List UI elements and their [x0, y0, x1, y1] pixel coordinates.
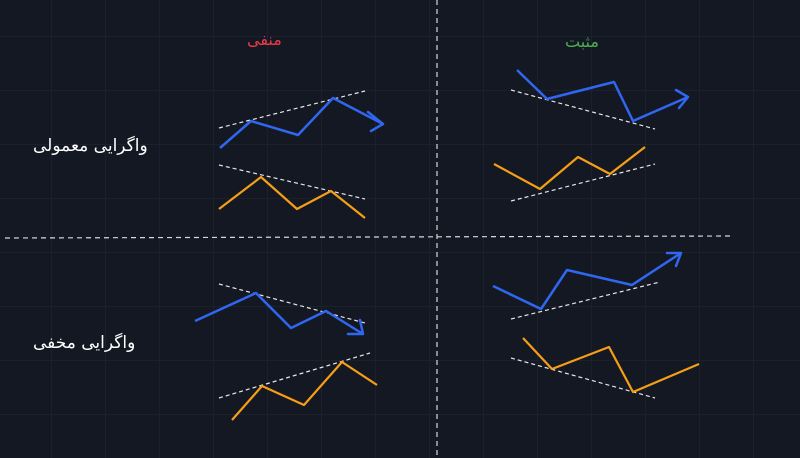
- price-arrow-head: [346, 318, 365, 336]
- price-line: [492, 251, 682, 311]
- price-arrow-head: [674, 88, 690, 110]
- price-arrow-head: [366, 110, 385, 133]
- horizontal-divider: [4, 235, 731, 239]
- negative-column-label: منفی: [247, 30, 282, 49]
- indicator-line: [218, 175, 366, 219]
- trend-line: [510, 281, 661, 320]
- trend-line: [510, 163, 656, 202]
- regular-divergence-label: واگرایی معمولی: [33, 136, 148, 156]
- hidden-negative-divergence: [194, 283, 378, 421]
- indicator-line: [522, 337, 700, 394]
- hidden-divergence-label: واگرایی مخفی: [33, 333, 136, 353]
- price-arrow-head: [665, 251, 683, 268]
- trend-line: [510, 357, 656, 399]
- regular-negative-divergence: [218, 90, 385, 219]
- price-line: [516, 69, 689, 123]
- positive-column-label: مثبت: [565, 32, 599, 51]
- price-line: [219, 96, 384, 149]
- indicator-line: [493, 146, 646, 191]
- indicator-line: [231, 360, 378, 421]
- regular-positive-divergence: [493, 69, 690, 202]
- trend-line: [218, 352, 371, 399]
- price-line: [194, 291, 364, 336]
- trend-line: [510, 89, 656, 130]
- trend-line: [218, 164, 366, 200]
- hidden-positive-divergence: [492, 251, 700, 399]
